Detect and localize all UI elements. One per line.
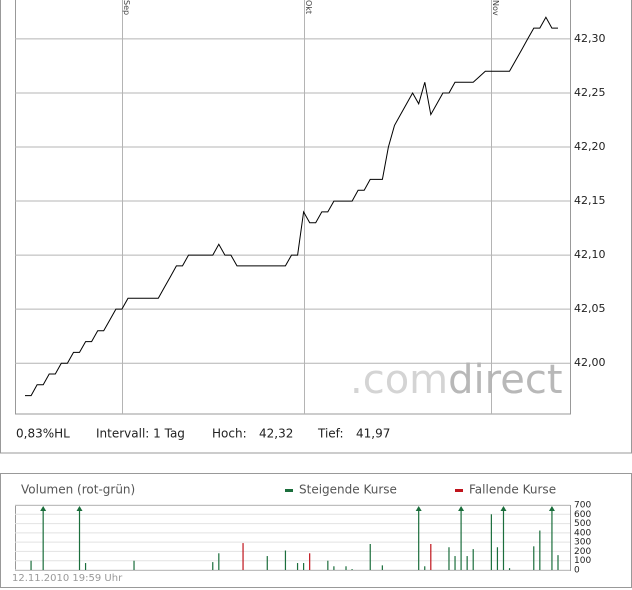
volume-bar [418,507,420,570]
volume-bar [557,555,559,570]
volume-bar [327,560,329,570]
y-tick-label: 42,25 [574,86,606,99]
volume-bar [30,560,32,570]
volume-bar [381,565,383,570]
legend-label: Steigende Kurse [299,483,397,497]
legend-swatch [285,489,293,492]
volume-bar [218,553,220,570]
x-tick-label: Sep [122,0,131,15]
y-tick-label: 600 [574,510,591,520]
overflow-arrow [548,506,555,511]
volume-bar [539,530,541,570]
price-panel [0,0,632,454]
watermark-part: direct [448,357,562,403]
overflow-arrow [40,506,47,511]
volume-bar [284,550,287,570]
volume-bar [490,514,492,570]
volume-bar [212,562,214,570]
y-tick-label: 500 [574,519,591,529]
volume-bar [508,568,511,570]
overflow-arrow [415,506,422,511]
volume-bar [502,507,505,570]
y-tick-label: 700 [574,501,591,511]
y-tick-label: 300 [574,538,591,548]
info-low-label: Tief: [317,427,344,441]
volume-bar [42,507,44,570]
y-tick-label: 42,20 [574,140,606,153]
volume-bar [472,549,474,570]
volume-bar [303,563,305,570]
volume-title: Volumen (rot-grün) [21,483,135,497]
y-tick-label: 400 [574,528,591,538]
timestamp: 12.11.2010 19:59 Uhr [12,573,123,584]
price-plot [15,0,571,415]
volume-bar [351,569,353,570]
volume-bar [78,507,81,570]
watermark: .comdirect [350,357,563,403]
y-tick-label: 42,15 [574,194,606,207]
overflow-arrow [76,506,83,511]
y-tick-label: 42,30 [574,32,606,45]
x-tick-label: Nov [491,0,500,16]
info-high: 42,32 [259,427,293,441]
info-interval: Intervall: 1 Tag [96,427,185,441]
volume-bar [466,556,468,570]
overflow-arrow [500,506,507,511]
volume-bar [460,507,462,570]
volume-bar [242,543,244,570]
watermark-part: .com [350,357,448,403]
y-tick-label: 100 [574,556,591,566]
info-low: 41,97 [356,427,390,441]
y-tick-label: 42,00 [574,356,606,369]
volume-bar [345,566,347,570]
volume-bar [309,553,311,570]
volume-bar [448,547,450,570]
volume-bar [296,563,299,570]
volume-bar [84,563,87,570]
volume-bar [424,566,426,570]
volume-bar [369,544,371,570]
volume-bar [496,547,499,570]
y-tick-label: 42,10 [574,248,606,261]
info-high-label: Hoch: [212,427,247,441]
y-tick-label: 0 [574,566,580,576]
y-tick-label: 42,05 [574,302,606,315]
volume-bar [533,546,535,570]
price-line [25,16,558,397]
legend-label: Fallende Kurse [469,483,556,497]
x-tick-label: Okt [304,0,313,14]
info-change: 0,83%HL [16,427,70,441]
volume-bar [266,556,268,570]
legend-swatch [455,489,463,492]
volume-bar [551,507,553,570]
volume-bar [430,544,432,570]
volume-bar [133,560,135,570]
y-tick-label: 200 [574,547,591,557]
volume-bar [454,556,456,570]
overflow-arrow [458,506,465,511]
volume-bar [333,566,335,570]
volume-panel [0,473,632,588]
